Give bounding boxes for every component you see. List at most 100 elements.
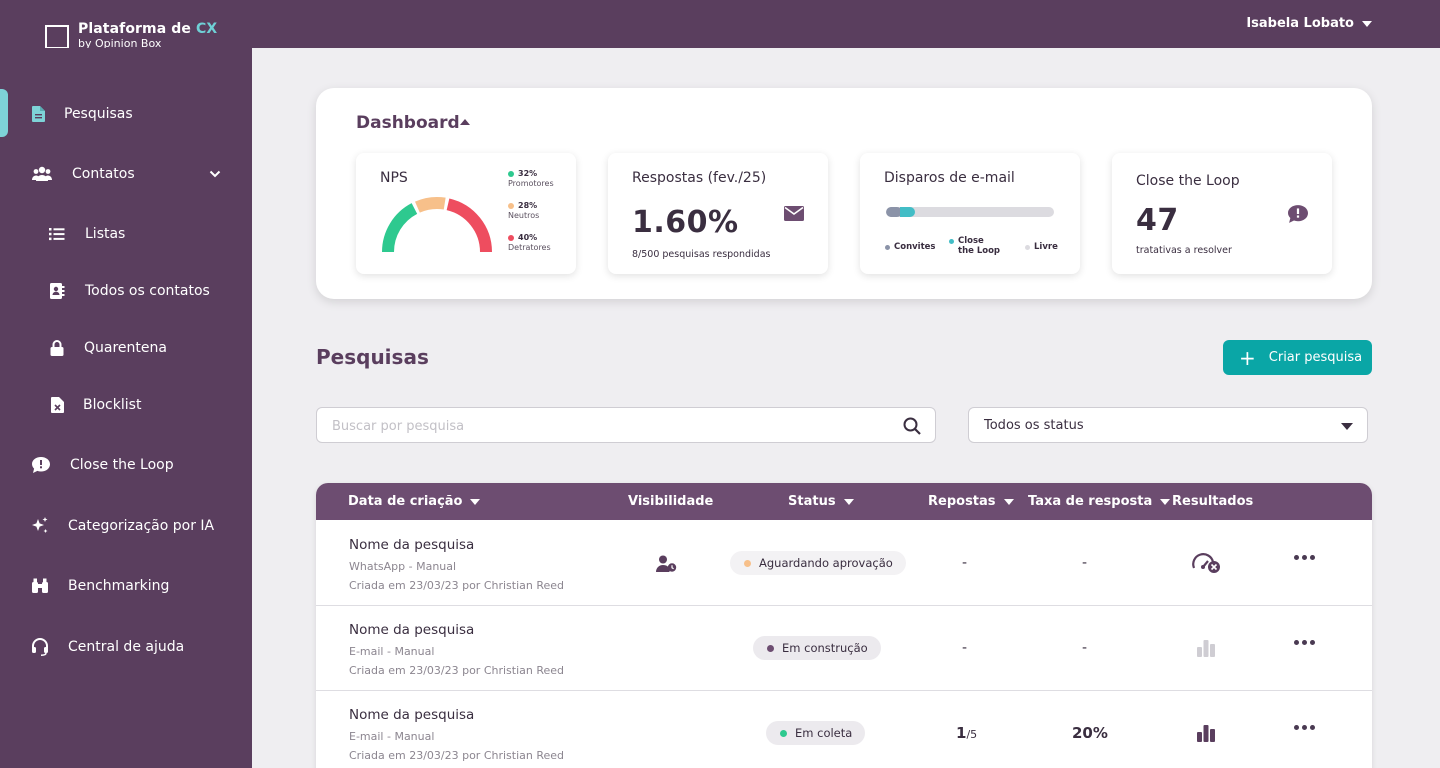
headset-icon bbox=[30, 637, 50, 657]
nps-legend-detratores: 40% Detratores bbox=[508, 233, 551, 252]
sidebar-item-blocklist[interactable]: Blocklist bbox=[0, 385, 252, 425]
logo[interactable]: Plataforma de CX by Opinion Box bbox=[45, 22, 217, 49]
active-indicator bbox=[0, 89, 8, 137]
column-header-status[interactable]: Status bbox=[788, 494, 854, 509]
sidebar-item-central-de-ajuda[interactable]: Central de ajuda bbox=[0, 627, 252, 667]
caret-down-icon bbox=[1341, 423, 1353, 430]
column-header-repostas[interactable]: Repostas bbox=[928, 494, 1014, 509]
sidebar-item-pesquisas[interactable]: Pesquisas bbox=[0, 94, 252, 134]
nps-card[interactable]: NPS 32% Promotores 28% Neutros 40% Detrator… bbox=[356, 153, 576, 274]
results-unavailable-icon[interactable] bbox=[1191, 552, 1221, 578]
sidebar-item-label: Todos os contatos bbox=[85, 283, 210, 299]
responses-value: 1/5 bbox=[956, 724, 978, 742]
binoculars-icon bbox=[30, 576, 50, 596]
sidebar-item-label: Contatos bbox=[72, 166, 135, 182]
close-the-loop-card[interactable]: Close the Loop 47 tratativas a resolver bbox=[1112, 153, 1332, 274]
progress-close-the-loop bbox=[900, 207, 915, 217]
surveys-table: Data de criação Visibilidade Status Repo… bbox=[316, 483, 1372, 768]
survey-name[interactable]: Nome da pesquisa bbox=[349, 537, 475, 553]
disparos-progress-bar bbox=[886, 207, 1054, 217]
close-the-loop-title: Close the Loop bbox=[1136, 173, 1240, 189]
status-filter-select[interactable]: Todos os status bbox=[968, 407, 1368, 443]
sidebar-item-listas[interactable]: Listas bbox=[0, 214, 252, 254]
status-badge: Em coleta bbox=[766, 721, 866, 745]
top-bar: Plataforma de CX by Opinion Box Isabela … bbox=[0, 0, 1440, 49]
sidebar-item-label: Listas bbox=[85, 226, 126, 242]
sidebar-item-quarentena[interactable]: Quarentena bbox=[0, 328, 252, 368]
chat-alert-icon bbox=[1288, 205, 1308, 227]
column-header-data[interactable]: Data de criação bbox=[348, 494, 481, 509]
sidebar-item-label: Quarentena bbox=[84, 340, 167, 356]
user-menu[interactable]: Isabela Lobato bbox=[1246, 16, 1372, 31]
legend-convites: Convites bbox=[885, 242, 935, 252]
bar-chart-icon[interactable] bbox=[1197, 725, 1215, 746]
rate-value: 20% bbox=[1072, 724, 1108, 742]
survey-created: Criada em 23/03/23 por Christian Reed bbox=[349, 579, 565, 592]
survey-name[interactable]: Nome da pesquisa bbox=[349, 622, 475, 638]
file-icon bbox=[28, 104, 48, 124]
survey-channel: E-mail - Manual bbox=[349, 730, 435, 743]
logo-square-icon bbox=[45, 25, 69, 49]
close-the-loop-subtitle: tratativas a resolver bbox=[1136, 245, 1232, 256]
search-box bbox=[316, 407, 936, 443]
sort-caret-icon bbox=[843, 498, 854, 505]
close-the-loop-value: 47 bbox=[1136, 203, 1179, 238]
sort-caret-icon bbox=[470, 498, 481, 505]
sidebar-item-todos-os-contatos[interactable]: Todos os contatos bbox=[0, 271, 252, 311]
sidebar-item-close-the-loop[interactable]: Close the Loop bbox=[0, 445, 252, 485]
status-filter-value: Todos os status bbox=[984, 418, 1084, 433]
envelope-icon bbox=[784, 206, 804, 225]
file-x-icon bbox=[47, 395, 67, 415]
status-badge: Aguardando aprovação bbox=[730, 551, 906, 575]
legend-livre: Livre bbox=[1025, 242, 1058, 252]
sparkles-icon bbox=[30, 516, 50, 536]
respostas-value: 1.60% bbox=[632, 205, 739, 240]
create-survey-button[interactable]: + Criar pesquisa bbox=[1223, 340, 1372, 375]
more-options-icon[interactable] bbox=[1294, 725, 1315, 730]
more-options-icon[interactable] bbox=[1294, 640, 1315, 645]
bar-chart-disabled-icon bbox=[1197, 640, 1215, 661]
table-row[interactable]: Nome da pesquisa WhatsApp - Manual Criad… bbox=[316, 521, 1372, 606]
collapse-caret-icon[interactable] bbox=[460, 119, 470, 125]
respostas-card[interactable]: Respostas (fev./25) 1.60% 8/500 pesquisa… bbox=[608, 153, 828, 274]
rate-value: - bbox=[1082, 555, 1088, 571]
disparos-card[interactable]: Disparos de e-mail Convites Close the Loo… bbox=[860, 153, 1080, 274]
sidebar-item-label: Categorização por IA bbox=[68, 518, 215, 534]
survey-created: Criada em 23/03/23 por Christian Reed bbox=[349, 664, 565, 677]
search-input[interactable] bbox=[332, 416, 892, 436]
respostas-subtitle: 8/500 pesquisas respondidas bbox=[632, 249, 771, 260]
survey-created: Criada em 23/03/23 por Christian Reed bbox=[349, 749, 565, 762]
logo-title-accent: CX bbox=[195, 21, 218, 37]
survey-name[interactable]: Nome da pesquisa bbox=[349, 707, 475, 723]
section-title: Pesquisas bbox=[316, 345, 429, 369]
table-row[interactable]: Nome da pesquisa E-mail - Manual Criada … bbox=[316, 606, 1372, 691]
disparos-title: Disparos de e-mail bbox=[884, 170, 1015, 186]
responses-value: - bbox=[962, 640, 968, 656]
chat-alert-icon bbox=[31, 455, 51, 475]
progress-convites bbox=[886, 207, 902, 217]
column-header-resultados: Resultados bbox=[1172, 494, 1254, 509]
sidebar-item-label: Blocklist bbox=[83, 397, 142, 413]
logo-subtitle: by Opinion Box bbox=[78, 37, 162, 50]
sidebar-item-benchmarking[interactable]: Benchmarking bbox=[0, 566, 252, 606]
search-icon[interactable] bbox=[903, 417, 921, 439]
respostas-title: Respostas (fev./25) bbox=[632, 170, 767, 186]
sort-caret-icon bbox=[1160, 498, 1171, 505]
chevron-down-icon bbox=[1362, 20, 1372, 27]
plus-icon: + bbox=[1239, 345, 1256, 370]
lock-icon bbox=[47, 338, 67, 358]
survey-channel: E-mail - Manual bbox=[349, 645, 435, 658]
user-clock-icon bbox=[656, 555, 677, 576]
more-options-icon[interactable] bbox=[1294, 555, 1315, 560]
dashboard-title: Dashboard bbox=[356, 113, 460, 133]
table-header: Data de criação Visibilidade Status Repo… bbox=[316, 483, 1372, 520]
logo-title: Plataforma de bbox=[78, 21, 196, 37]
table-row[interactable]: Nome da pesquisa E-mail - Manual Criada … bbox=[316, 691, 1372, 768]
sidebar-item-label: Pesquisas bbox=[64, 106, 133, 122]
sidebar-item-categorizacao-ia[interactable]: Categorização por IA bbox=[0, 506, 252, 546]
sidebar-item-label: Close the Loop bbox=[70, 457, 174, 473]
sidebar-item-contatos[interactable]: Contatos bbox=[0, 154, 252, 194]
column-header-taxa[interactable]: Taxa de resposta bbox=[1028, 494, 1171, 509]
status-badge: Em construção bbox=[753, 636, 881, 660]
sidebar-item-label: Benchmarking bbox=[68, 578, 170, 594]
